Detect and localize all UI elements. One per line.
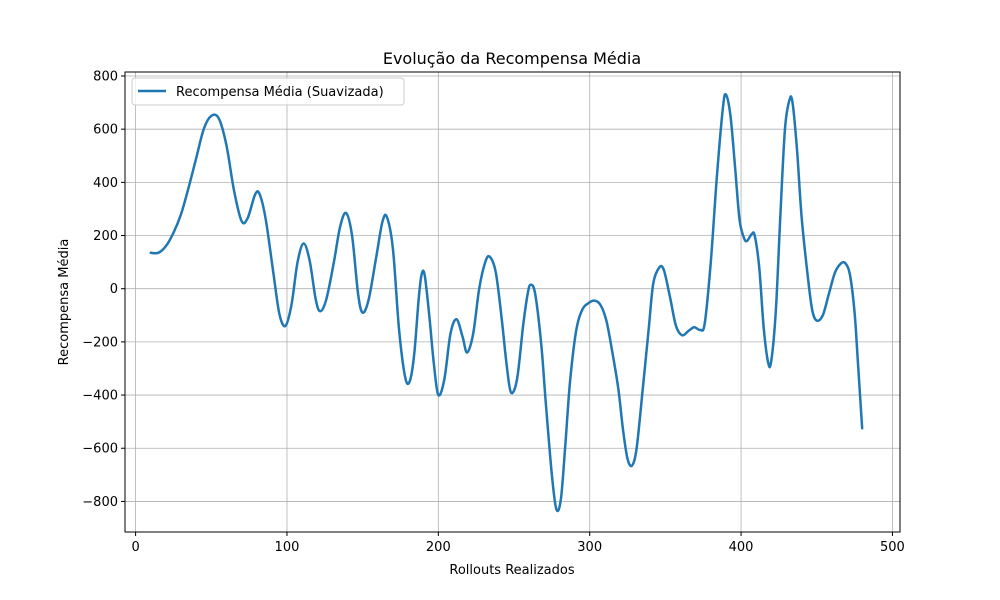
y-axis: −800 −600 −400 −200 0 200 400 600 800: [82, 69, 125, 510]
x-tick-label: 0: [131, 540, 139, 555]
x-tick-label: 200: [426, 540, 451, 555]
grid-lines: [125, 72, 900, 532]
x-tick-label: 300: [577, 540, 602, 555]
x-tick-label: 400: [729, 540, 754, 555]
x-tick-label: 500: [880, 540, 905, 555]
y-tick-label: 0: [110, 282, 118, 297]
y-tick-label: 400: [93, 176, 118, 191]
y-tick-label: 200: [93, 229, 118, 244]
x-tick-label: 100: [275, 540, 300, 555]
chart-title: Evolução da Recompensa Média: [383, 49, 641, 68]
y-tick-label: −400: [82, 389, 118, 404]
plot-frame: [124, 71, 901, 533]
y-tick-label: 800: [93, 69, 118, 84]
series-layer: [149, 92, 864, 513]
y-tick-label: −200: [82, 335, 118, 350]
series-line: [149, 92, 864, 513]
y-tick-label: −800: [82, 495, 118, 510]
x-axis-label: Rollouts Realizados: [449, 563, 574, 578]
legend: Recompensa Média (Suavizada): [131, 77, 405, 106]
legend-entry-label: Recompensa Média (Suavizada): [176, 85, 384, 100]
x-axis: 0 100 200 300 400 500: [131, 532, 905, 555]
y-axis-label: Recompensa Média: [57, 239, 72, 366]
y-tick-label: 600: [93, 123, 118, 138]
legend-box: [131, 77, 405, 106]
y-tick-label: −600: [82, 442, 118, 457]
